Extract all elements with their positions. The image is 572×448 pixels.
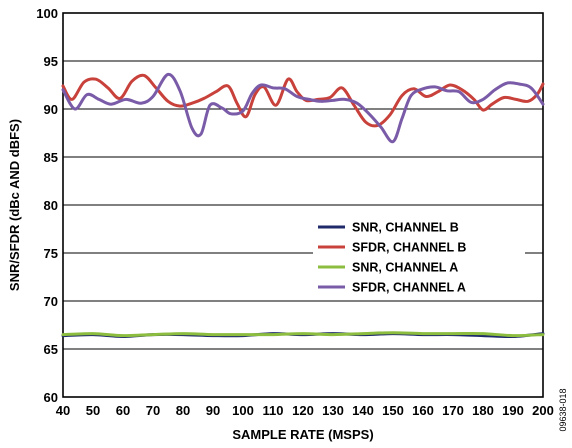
x-tick-label: 110 [263,403,284,418]
legend: SNR, CHANNEL B SFDR, CHANNEL B SNR, CHANNE… [313,214,525,300]
x-tick-label: 120 [292,403,314,418]
legend-label: SNR, CHANNEL A [352,261,458,275]
x-tick-label: 70 [146,403,160,418]
y-tick-labels: 60 65 70 75 80 85 90 95 100 [36,6,58,405]
y-tick-label: 100 [36,6,58,21]
figure-id: 09638-018 [558,388,568,431]
y-axis-label: SNR/SFDR (dBc AND dBFS) [7,119,22,291]
x-tick-label: 80 [176,403,190,418]
legend-label: SFDR, CHANNEL A [352,281,466,295]
x-tick-label: 90 [206,403,220,418]
x-tick-label: 150 [382,403,404,418]
series-line-snr-channel-a [61,331,545,338]
x-tick-label: 170 [442,403,464,418]
x-axis-label: SAMPLE RATE (MSPS) [232,427,373,442]
x-tick-label: 130 [322,403,344,418]
y-tick-label: 80 [44,198,58,213]
x-tick-label: 60 [116,403,130,418]
x-tick-label: 200 [532,403,554,418]
x-tick-label: 40 [56,403,70,418]
x-tick-labels: 40 50 60 70 80 90 100 110 120 130 140 150 160 170 180 1… [56,403,554,418]
y-tick-label: 90 [44,102,58,117]
series-line-sfdr-channel-a [61,72,545,144]
x-tick-label: 180 [472,403,494,418]
x-tick-label: 50 [86,403,100,418]
x-tick-label: 190 [502,403,524,418]
y-tick-label: 65 [44,342,58,357]
y-tick-label: 95 [44,54,58,69]
legend-label: SNR, CHANNEL B [352,221,459,235]
y-tick-label: 75 [44,246,58,261]
plot-frame [62,12,544,398]
x-tick-label: 160 [412,403,434,418]
y-tick-label: 70 [44,294,58,309]
y-tick-label: 60 [44,390,58,405]
legend-label: SFDR, CHANNEL B [352,241,466,255]
x-tick-label: 140 [352,403,374,418]
series-lines [61,72,545,339]
legend-background [313,214,525,300]
y-tick-label: 85 [44,150,58,165]
grid-lines [63,60,543,350]
x-tick-label: 100 [232,403,254,418]
